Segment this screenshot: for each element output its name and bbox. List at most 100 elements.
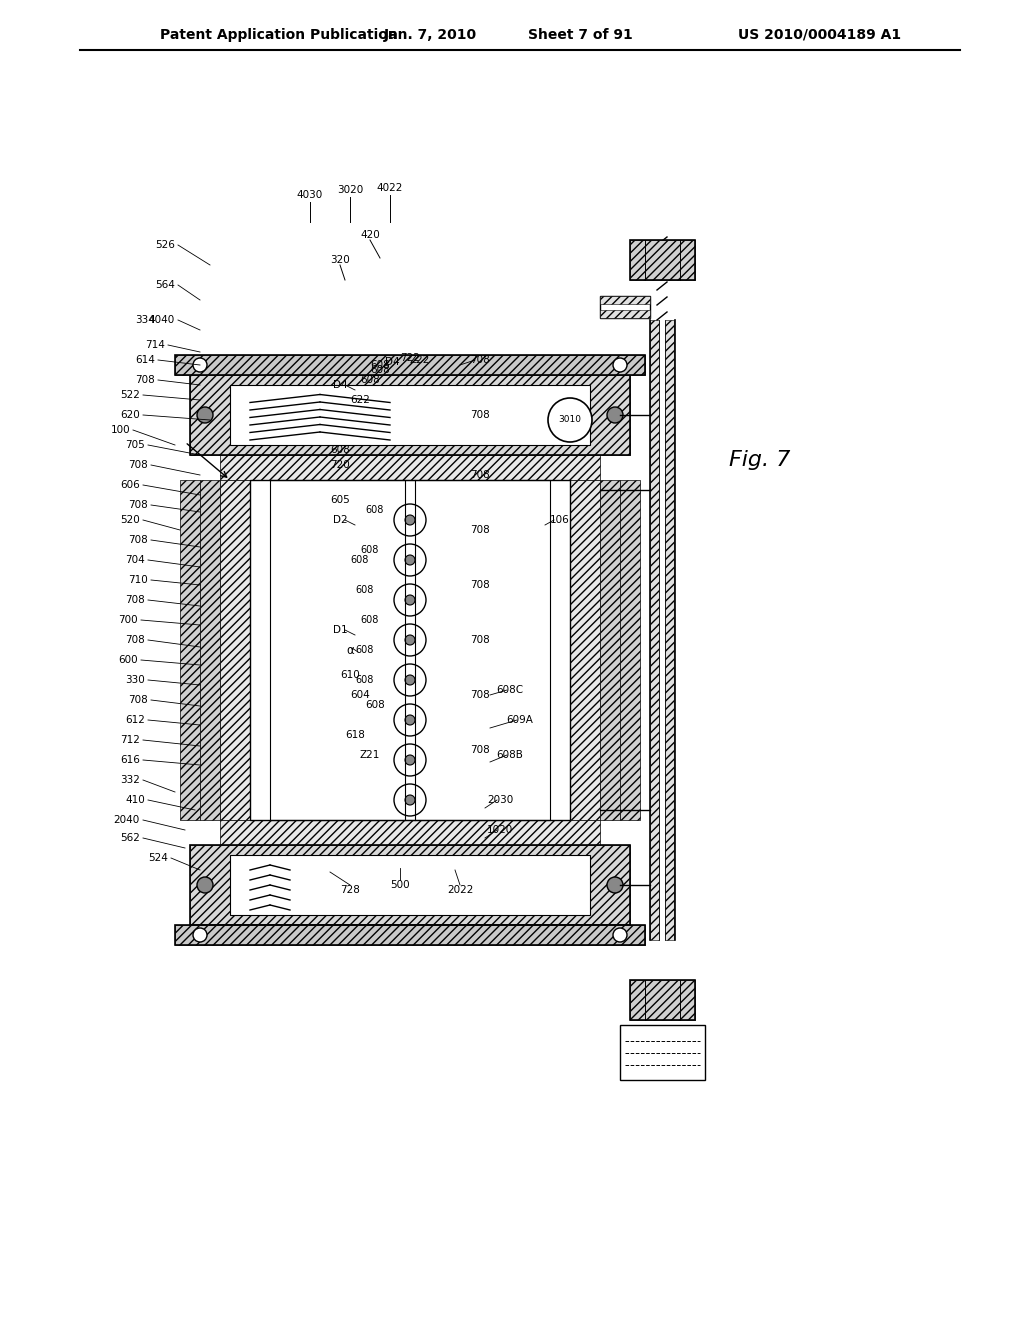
Text: Patent Application Publication: Patent Application Publication — [160, 28, 397, 42]
Text: 106: 106 — [550, 515, 570, 525]
Text: 608: 608 — [351, 554, 370, 565]
Text: 708: 708 — [128, 696, 148, 705]
Circle shape — [406, 675, 415, 685]
Bar — [230, 385, 590, 445]
Bar — [175, 925, 645, 945]
Text: 622: 622 — [350, 395, 370, 405]
Bar — [190, 845, 630, 925]
Text: 708: 708 — [470, 579, 489, 590]
Text: Fig. 7: Fig. 7 — [729, 450, 791, 470]
Text: 608C: 608C — [497, 685, 523, 696]
Text: D2: D2 — [333, 515, 347, 525]
Bar — [270, 480, 550, 820]
Text: 614: 614 — [135, 355, 155, 366]
Text: 3010: 3010 — [558, 416, 582, 425]
Text: 608: 608 — [355, 645, 374, 655]
Text: 616: 616 — [120, 755, 140, 766]
Text: 522: 522 — [120, 389, 140, 400]
Circle shape — [613, 928, 627, 942]
Circle shape — [394, 744, 426, 776]
Circle shape — [406, 595, 415, 605]
Text: 330: 330 — [125, 675, 145, 685]
Circle shape — [394, 504, 426, 536]
Text: Z21: Z21 — [359, 750, 380, 760]
Text: 4040: 4040 — [148, 315, 175, 325]
Text: 708: 708 — [470, 411, 489, 420]
Circle shape — [394, 784, 426, 816]
Text: D1: D1 — [333, 624, 347, 635]
Text: 708: 708 — [470, 690, 489, 700]
Circle shape — [406, 635, 415, 645]
Bar — [630, 240, 695, 280]
Text: 728: 728 — [340, 884, 360, 895]
Text: 520: 520 — [120, 515, 140, 525]
Circle shape — [394, 583, 426, 616]
Text: 708: 708 — [470, 635, 489, 645]
Text: 4030: 4030 — [297, 190, 324, 201]
Text: 500: 500 — [390, 880, 410, 890]
Bar — [200, 480, 220, 820]
Text: 608: 608 — [366, 700, 385, 710]
Text: 332: 332 — [120, 775, 140, 785]
Text: 605: 605 — [330, 495, 350, 506]
Circle shape — [197, 876, 213, 894]
Bar — [630, 979, 695, 1020]
Text: 524: 524 — [148, 853, 168, 863]
Bar — [175, 355, 645, 375]
Text: 708: 708 — [125, 635, 145, 645]
Text: 618: 618 — [345, 730, 365, 741]
Bar — [175, 355, 645, 375]
Text: 410: 410 — [125, 795, 145, 805]
Bar — [600, 480, 620, 820]
Text: 564: 564 — [155, 280, 175, 290]
Text: 608: 608 — [366, 506, 384, 515]
Bar — [230, 855, 590, 915]
Text: 710: 710 — [128, 576, 148, 585]
Text: 708: 708 — [128, 535, 148, 545]
Text: 708: 708 — [128, 459, 148, 470]
Circle shape — [193, 928, 207, 942]
Text: α: α — [346, 644, 354, 656]
Circle shape — [406, 795, 415, 805]
Bar — [600, 310, 650, 318]
Circle shape — [607, 407, 623, 422]
Text: 720: 720 — [330, 459, 350, 470]
Circle shape — [406, 515, 415, 525]
Circle shape — [197, 407, 213, 422]
Text: 700: 700 — [119, 615, 138, 624]
Text: 708: 708 — [128, 500, 148, 510]
Bar — [620, 480, 640, 820]
Text: 708: 708 — [470, 744, 489, 755]
Text: 705: 705 — [125, 440, 145, 450]
Text: 600: 600 — [119, 655, 138, 665]
Text: 608B: 608B — [497, 750, 523, 760]
Text: 608: 608 — [370, 366, 390, 375]
Text: 712: 712 — [120, 735, 140, 744]
Circle shape — [394, 704, 426, 737]
Text: D4: D4 — [385, 356, 399, 367]
Circle shape — [394, 664, 426, 696]
Text: 714: 714 — [145, 341, 165, 350]
Text: 1020: 1020 — [486, 825, 513, 836]
Bar — [630, 240, 695, 280]
Text: 708: 708 — [135, 375, 155, 385]
Circle shape — [613, 358, 627, 372]
Text: 608: 608 — [355, 675, 374, 685]
Circle shape — [548, 399, 592, 442]
Text: 708: 708 — [470, 470, 489, 480]
Text: 562: 562 — [120, 833, 140, 843]
Bar — [620, 1026, 705, 1080]
Text: 612: 612 — [125, 715, 145, 725]
Circle shape — [394, 624, 426, 656]
Bar — [180, 480, 200, 820]
Bar — [190, 845, 630, 925]
Text: 722: 722 — [400, 352, 420, 363]
Text: 4022: 4022 — [377, 183, 403, 193]
Text: 526: 526 — [155, 240, 175, 249]
Bar — [600, 296, 650, 318]
Bar — [220, 455, 600, 480]
Text: 620: 620 — [120, 411, 140, 420]
Text: 420: 420 — [360, 230, 380, 240]
Text: D4: D4 — [333, 380, 347, 389]
Text: 2040: 2040 — [114, 814, 140, 825]
